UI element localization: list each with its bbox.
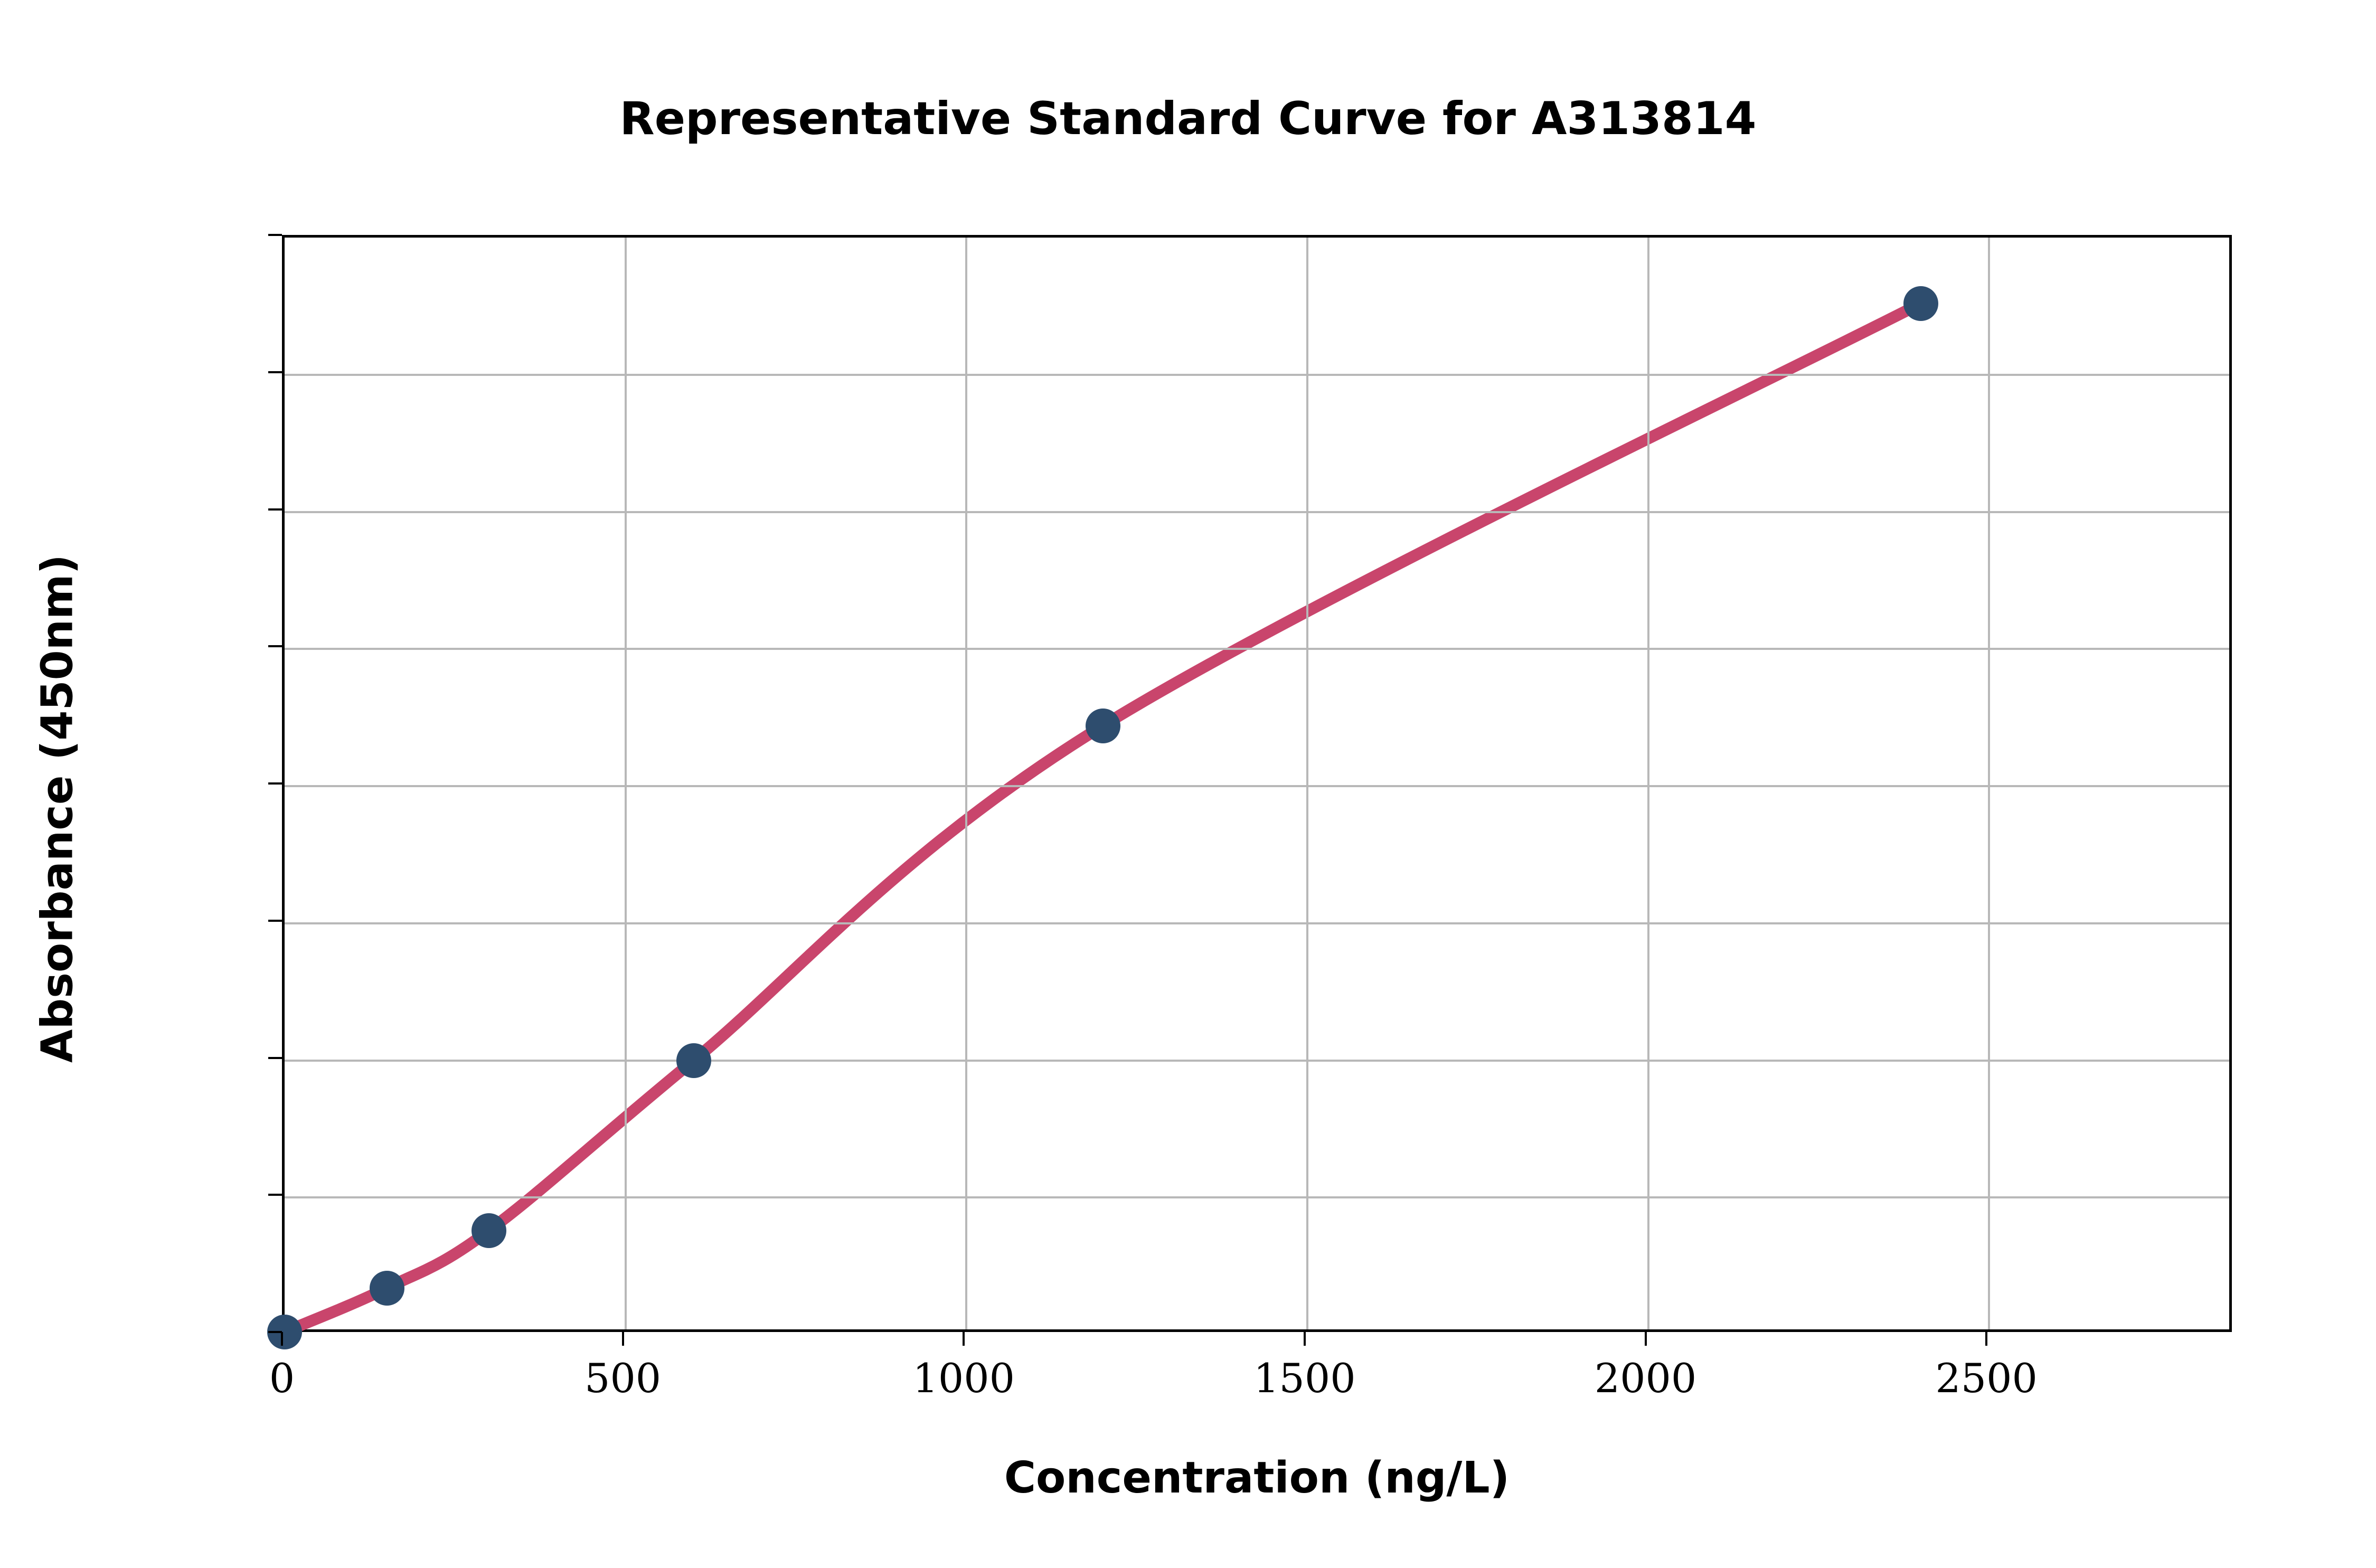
y-axis-tick	[268, 1194, 282, 1196]
data-point-marker	[472, 1213, 507, 1248]
curve-path	[279, 297, 1927, 1338]
data-point-marker	[369, 1270, 404, 1306]
x-axis-tick	[1985, 1332, 1988, 1346]
x-axis-tick	[281, 1332, 283, 1346]
data-point-marker	[1085, 708, 1120, 743]
y-axis-tick	[268, 919, 282, 922]
y-axis-tick	[268, 371, 282, 373]
x-axis-tick	[1644, 1332, 1647, 1346]
gridline-vertical	[1647, 238, 1649, 1329]
data-point-marker	[1903, 286, 1939, 321]
x-axis-tick	[621, 1332, 624, 1346]
x-axis-label: Concentration (ng/L)	[1004, 1453, 1510, 1503]
gridline-horizontal	[285, 511, 2229, 513]
y-axis-tick	[268, 508, 282, 511]
gridline-horizontal	[285, 922, 2229, 924]
chart-title: Representative Standard Curve for A31381…	[619, 92, 1757, 145]
y-axis-tick	[268, 645, 282, 648]
x-axis-tick	[963, 1332, 965, 1346]
x-axis-tick-label: 0	[269, 1355, 295, 1402]
gridline-vertical	[624, 238, 627, 1329]
x-axis-tick-label: 2500	[1935, 1355, 2038, 1402]
y-axis-tick	[268, 1331, 282, 1333]
gridline-horizontal	[285, 1196, 2229, 1199]
y-axis-tick	[268, 782, 282, 785]
x-axis-tick-label: 1500	[1253, 1355, 1356, 1402]
gridline-vertical	[1988, 238, 1991, 1329]
gridline-vertical	[965, 238, 968, 1329]
x-axis-tick	[1303, 1332, 1306, 1346]
y-axis-tick	[268, 234, 282, 236]
data-point-marker	[676, 1043, 711, 1078]
y-axis-tick	[268, 1056, 282, 1059]
standard-curve-line	[279, 297, 1927, 1338]
gridline-horizontal	[285, 373, 2229, 376]
y-axis-label: Absorbance (450nm)	[32, 554, 83, 1063]
x-axis-tick-label: 1000	[912, 1355, 1015, 1402]
gridline-horizontal	[285, 785, 2229, 787]
x-axis-tick-label: 2000	[1594, 1355, 1697, 1402]
x-axis-tick-label: 500	[584, 1355, 662, 1402]
gridline-horizontal	[285, 648, 2229, 650]
gridline-vertical	[1306, 238, 1308, 1329]
gridline-horizontal	[285, 1059, 2229, 1062]
plot-area	[267, 235, 2232, 1349]
